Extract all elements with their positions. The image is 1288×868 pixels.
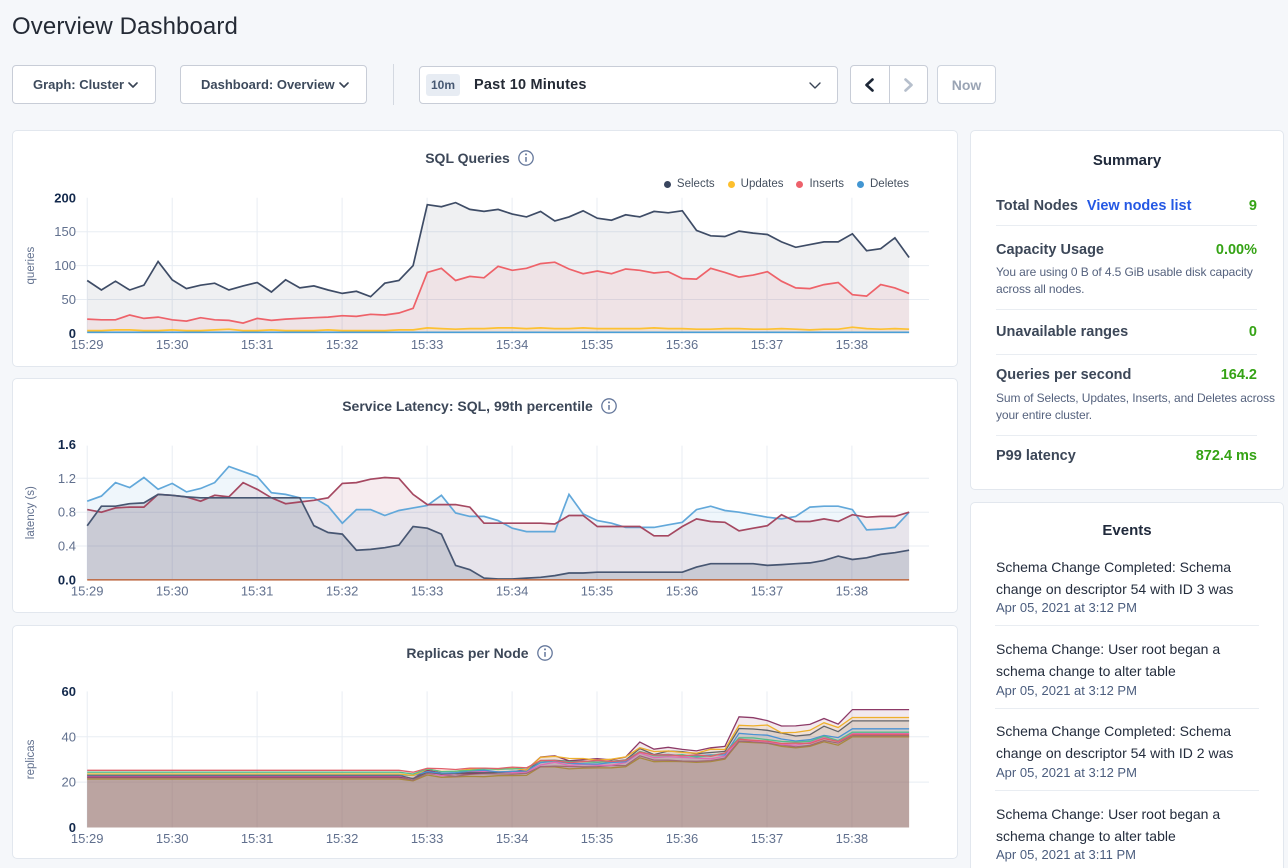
svg-text:15:33: 15:33 [411,337,444,352]
svg-text:15:34: 15:34 [496,831,529,846]
svg-text:200: 200 [54,190,76,205]
svg-text:15:30: 15:30 [156,337,189,352]
svg-text:15:32: 15:32 [326,337,359,352]
svg-text:0: 0 [69,326,76,341]
svg-text:15:37: 15:37 [751,337,784,352]
svg-text:latency (s): latency (s) [25,486,37,539]
svg-text:replicas: replicas [25,739,37,779]
svg-text:15:33: 15:33 [411,831,444,846]
svg-text:0.0: 0.0 [58,572,76,587]
svg-text:15:37: 15:37 [751,831,784,846]
svg-text:15:36: 15:36 [666,337,699,352]
svg-text:20: 20 [62,775,76,790]
svg-text:15:30: 15:30 [156,831,189,846]
svg-text:15:34: 15:34 [496,337,529,352]
svg-text:15:33: 15:33 [411,583,444,598]
svg-text:60: 60 [62,684,76,699]
svg-text:0: 0 [69,820,76,835]
svg-text:15:36: 15:36 [666,583,699,598]
svg-text:15:29: 15:29 [71,831,104,846]
svg-text:15:32: 15:32 [326,583,359,598]
svg-text:15:38: 15:38 [836,337,869,352]
svg-text:0.8: 0.8 [58,505,76,520]
svg-text:15:37: 15:37 [751,583,784,598]
svg-text:15:31: 15:31 [241,337,274,352]
svg-text:0.4: 0.4 [58,539,76,554]
svg-text:100: 100 [54,258,76,273]
svg-text:1.6: 1.6 [58,437,76,452]
svg-text:15:30: 15:30 [156,583,189,598]
svg-text:150: 150 [54,224,76,239]
svg-text:15:35: 15:35 [581,831,614,846]
svg-text:15:29: 15:29 [71,583,104,598]
svg-text:15:35: 15:35 [581,337,614,352]
svg-text:15:32: 15:32 [326,831,359,846]
svg-text:50: 50 [62,292,76,307]
svg-text:40: 40 [62,729,76,744]
svg-text:15:35: 15:35 [581,583,614,598]
svg-text:15:31: 15:31 [241,583,274,598]
svg-text:15:38: 15:38 [836,583,869,598]
svg-text:15:38: 15:38 [836,831,869,846]
svg-text:1.2: 1.2 [58,471,76,486]
svg-text:15:34: 15:34 [496,583,529,598]
svg-text:15:29: 15:29 [71,337,104,352]
svg-text:queries: queries [25,246,37,284]
svg-text:15:31: 15:31 [241,831,274,846]
svg-text:15:36: 15:36 [666,831,699,846]
